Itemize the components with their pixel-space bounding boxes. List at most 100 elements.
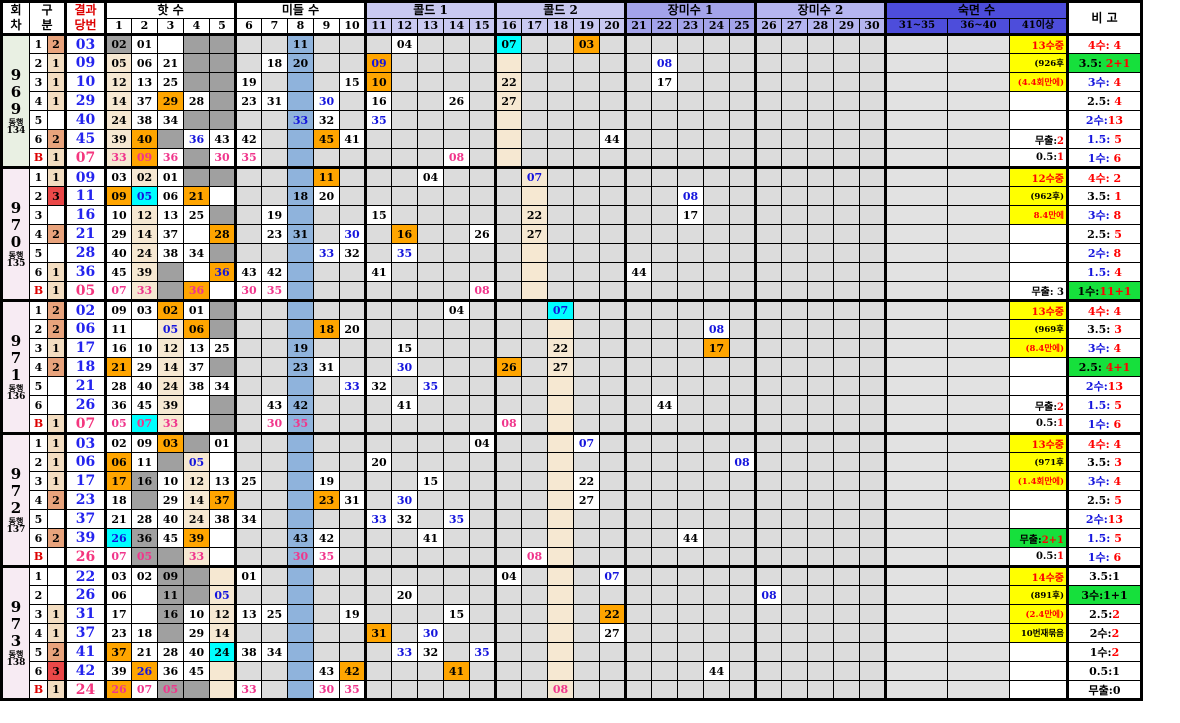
num-cell-17 xyxy=(521,395,548,415)
winning-number-cell: 26 xyxy=(64,547,106,567)
num-cell-3: 29 xyxy=(157,490,184,510)
num-cell-5 xyxy=(209,281,236,301)
num-cell-10: 20 xyxy=(339,319,366,339)
annotation-41-cell xyxy=(1009,661,1068,681)
num-cell-26 xyxy=(754,338,782,358)
num-cell-1: 05 xyxy=(104,414,132,434)
round-row: B 1 24 26 07 05 33 30 35 08 무출:0 xyxy=(2,680,1142,700)
round-row: 6 2 45 39 40 36 43 42 45 41 44 무출:2 1.5: 5 xyxy=(2,129,1142,149)
num-cell-14 xyxy=(443,490,470,510)
num-cell-5 xyxy=(209,547,236,567)
num-cell-4 xyxy=(183,585,210,605)
num-cell-7 xyxy=(261,110,288,130)
num-cell-21 xyxy=(624,243,652,263)
round-row: 6 3 42 39 26 36 45 43 42 41 44 0.5:1 xyxy=(2,661,1142,681)
num-cell-25 xyxy=(729,661,756,681)
sleep-cell-31-35 xyxy=(884,205,948,225)
num-cell-20 xyxy=(599,148,626,168)
num-cell-7: 23 xyxy=(261,224,288,244)
num-cell-17 xyxy=(521,623,548,643)
num-cell-29 xyxy=(833,262,860,282)
num-cell-14 xyxy=(443,281,470,301)
num-cell-5 xyxy=(209,680,236,700)
num-cell-22 xyxy=(651,357,678,377)
num-cell-17 xyxy=(521,680,548,700)
num-cell-21 xyxy=(624,623,652,643)
num-cell-3: 14 xyxy=(157,357,184,377)
num-cell-8 xyxy=(287,565,314,586)
num-cell-1: 40 xyxy=(104,243,132,263)
num-cell-30 xyxy=(859,224,886,244)
num-cell-2: 33 xyxy=(131,281,158,301)
num-cell-2: 40 xyxy=(131,129,158,149)
num-cell-3: 09 xyxy=(157,565,184,586)
num-cell-12 xyxy=(391,166,418,187)
num-cell-23 xyxy=(677,376,704,396)
annotation-text: 2+1 xyxy=(1041,534,1064,546)
num-cell-11: 31 xyxy=(364,623,392,643)
num-cell-29 xyxy=(833,338,860,358)
num-cell-6 xyxy=(234,110,262,130)
sleep-cell-36-40 xyxy=(947,281,1010,301)
col-header-19: 19 xyxy=(573,17,600,36)
num-cell-4 xyxy=(183,224,210,244)
num-cell-8 xyxy=(287,604,314,624)
num-cell-7 xyxy=(261,585,288,605)
num-cell-11 xyxy=(364,604,392,624)
num-cell-24 xyxy=(703,72,730,92)
num-cell-26 xyxy=(754,262,782,282)
num-cell-14 xyxy=(443,585,470,605)
num-cell-24: 08 xyxy=(703,319,730,339)
num-cell-1: 24 xyxy=(104,110,132,130)
num-cell-10 xyxy=(339,91,366,111)
num-cell-1: 06 xyxy=(104,452,132,472)
num-cell-30 xyxy=(859,357,886,377)
num-cell-2 xyxy=(131,604,158,624)
annotation-41-cell: 10번재묶음 xyxy=(1009,623,1068,643)
round-row: 3 1 17 17 16 10 12 13 25 19 15 22 (1.4회만에) 3수: 4 xyxy=(2,471,1142,491)
col-header-24: 24 xyxy=(703,17,730,36)
num-cell-13: 30 xyxy=(417,623,444,643)
num-cell-18 xyxy=(547,110,574,130)
num-cell-18 xyxy=(547,262,574,282)
winning-number-cell: 28 xyxy=(64,243,106,263)
annotation-text: 3수: xyxy=(1087,342,1110,355)
num-cell-16 xyxy=(494,509,522,529)
num-cell-6 xyxy=(234,528,262,548)
remark-cell: 3수: 4 xyxy=(1066,338,1142,358)
num-cell-5 xyxy=(209,205,236,225)
num-cell-1: 26 xyxy=(104,528,132,548)
num-cell-22 xyxy=(651,148,678,168)
hit-count-cell: 2 xyxy=(47,224,66,244)
annotation-41-cell xyxy=(1009,243,1068,263)
num-cell-1: 02 xyxy=(104,432,132,453)
annotation-text: 무출: xyxy=(1034,135,1058,147)
num-cell-3: 16 xyxy=(157,604,184,624)
num-cell-28 xyxy=(807,604,834,624)
num-cell-7 xyxy=(261,471,288,491)
num-cell-8: 31 xyxy=(287,224,314,244)
num-cell-4: 34 xyxy=(183,243,210,263)
num-cell-16 xyxy=(494,319,522,339)
num-cell-12: 15 xyxy=(391,338,418,358)
num-cell-23 xyxy=(677,72,704,92)
remark-cell: 3.5: 3 xyxy=(1066,452,1142,472)
num-cell-1: 37 xyxy=(104,642,132,662)
num-cell-3: 29 xyxy=(157,91,184,111)
num-cell-23 xyxy=(677,565,704,586)
num-cell-21 xyxy=(624,224,652,244)
annotation-text: 13 xyxy=(1107,114,1124,127)
num-cell-28 xyxy=(807,319,834,339)
num-cell-18 xyxy=(547,414,574,434)
num-cell-13 xyxy=(417,338,444,358)
num-cell-28 xyxy=(807,471,834,491)
num-cell-9: 31 xyxy=(313,357,340,377)
num-cell-23 xyxy=(677,319,704,339)
annotation-text: 0.5:1 xyxy=(1089,664,1120,678)
num-cell-18 xyxy=(547,243,574,263)
num-cell-27 xyxy=(781,395,808,415)
winning-number-cell: 21 xyxy=(64,376,106,396)
num-cell-20 xyxy=(599,186,626,206)
annotation-text: 5 xyxy=(1110,132,1122,146)
round-row: B 1 07 33 09 36 30 35 08 0.5:1 1수: 6 xyxy=(2,148,1142,168)
